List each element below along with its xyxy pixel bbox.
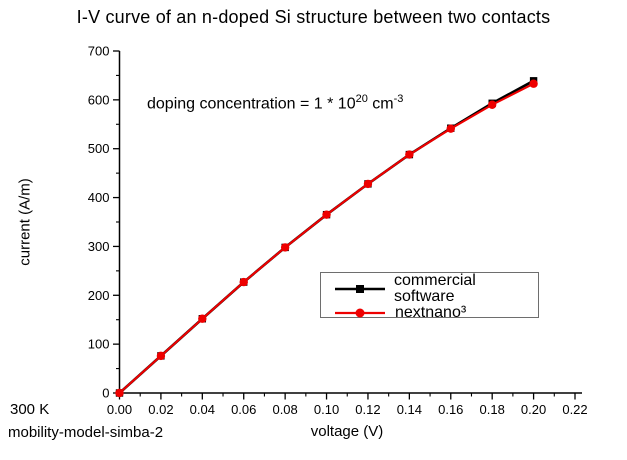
series-line-nextnano [118, 82, 535, 394]
mobility-model-note: mobility-model-simba-2 [8, 424, 164, 441]
y-axis-label: current (A/m) [16, 178, 34, 266]
legend-entry-commercial-software: commercial software [334, 273, 538, 305]
x-tick-label: 0.14 [397, 402, 422, 417]
data-point-circle-nextnano [239, 277, 248, 287]
data-point-circle-nextnano [363, 179, 373, 189]
chart-title: I-V curve of an n-doped Si structure bet… [76, 7, 551, 27]
temperature-note: 300 K [10, 401, 50, 418]
annotation-unit: cm [367, 95, 394, 113]
x-tick-label: 0.02 [148, 402, 173, 417]
x-tick-label: 0.12 [355, 402, 380, 417]
legend-sample-black-square-line [335, 285, 385, 293]
x-tick-label: 0.20 [521, 402, 546, 417]
y-tick-label: 200 [88, 288, 110, 303]
y-tick-label: 300 [88, 239, 110, 254]
y-tick-label: 400 [88, 190, 110, 205]
x-tick-label: 0.00 [107, 402, 132, 417]
x-tick-label: 0.10 [314, 402, 339, 417]
legend-label-nextnano: nextnano³ [395, 304, 467, 321]
data-point-circle-nextnano [280, 243, 290, 252]
y-tick-label: 600 [88, 92, 110, 107]
y-tick-label: 700 [88, 44, 110, 59]
x-tick-label: 0.04 [190, 402, 215, 417]
data-point-circle-nextnano [446, 124, 455, 133]
y-tick-label: 100 [88, 337, 110, 352]
annotation-unit-exponent: -3 [393, 93, 404, 105]
legend-square-marker-icon [356, 285, 364, 293]
annotation-exponent: 20 [355, 93, 368, 105]
legend-label-commercial-software: commercial software [394, 272, 476, 305]
legend: commercial software nextnano³ [320, 272, 539, 321]
data-point-circle-nextnano [322, 210, 331, 219]
y-tick-label: 0 [102, 386, 109, 401]
data-point-circle-nextnano [115, 388, 124, 398]
legend-entry-nextnano: nextnano³ [334, 305, 538, 321]
x-axis-label: voltage (V) [310, 423, 384, 440]
data-point-circle-nextnano [156, 351, 166, 361]
data-point-circle-nextnano [529, 79, 538, 88]
annotation-text: doping concentration = 1 * 10 [147, 95, 356, 113]
doping-annotation: doping concentration = 1 * 1020 cm-3 [147, 93, 403, 113]
series-line-commercial-software [118, 79, 535, 394]
legend-sample-red-circle-line [335, 308, 385, 318]
legend-circle-marker-icon [355, 308, 365, 318]
y-tick-label: 500 [88, 141, 110, 156]
x-tick-label: 0.08 [272, 402, 297, 417]
x-tick-label: 0.22 [562, 402, 587, 417]
data-point-circle-nextnano [198, 314, 207, 323]
x-tick-label: 0.16 [438, 402, 463, 417]
x-tick-label: 0.06 [231, 402, 256, 417]
data-point-circle-nextnano [405, 150, 414, 159]
data-point-circle-nextnano [487, 100, 497, 109]
x-tick-label: 0.18 [480, 402, 505, 417]
